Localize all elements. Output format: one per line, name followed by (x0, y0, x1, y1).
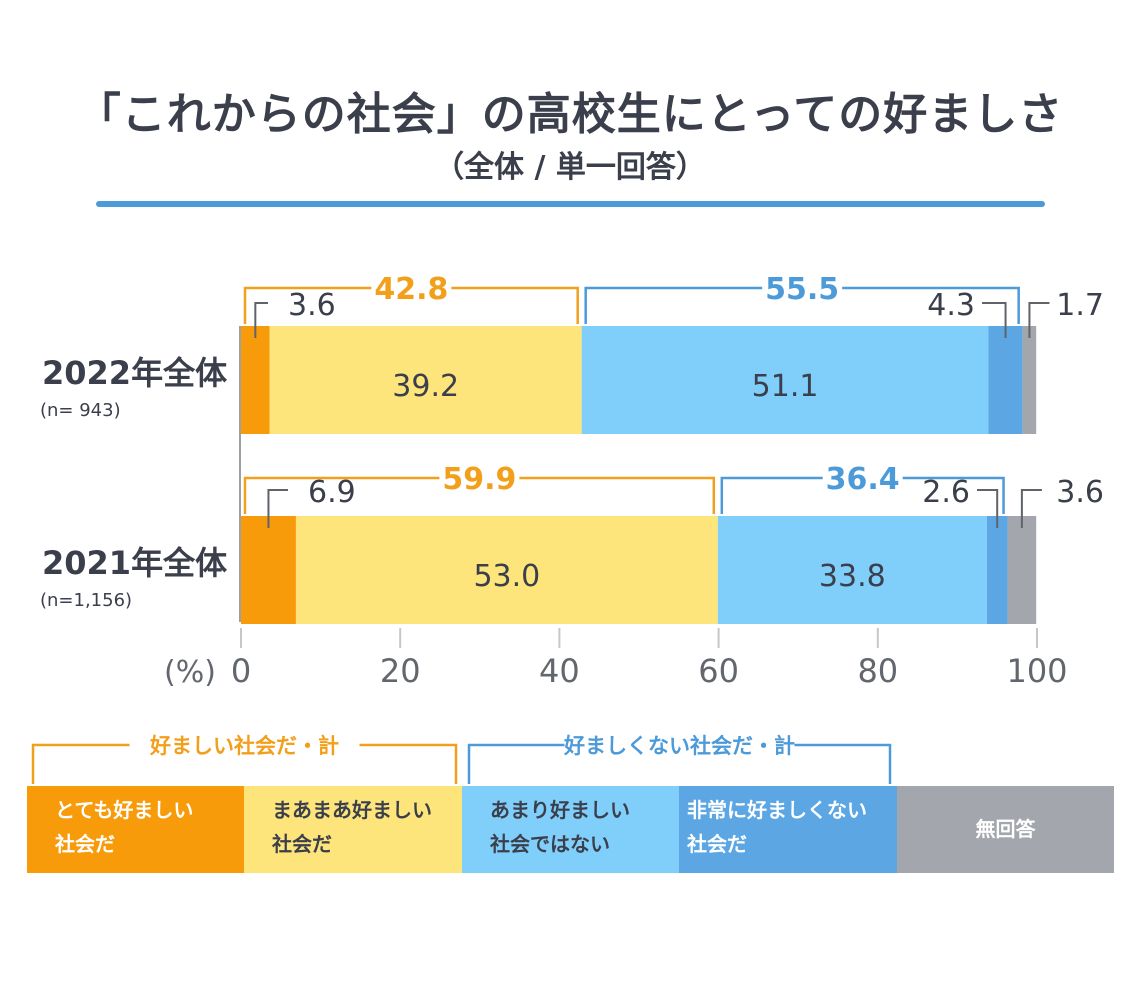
group-bracket (584, 286, 763, 324)
group-bracket (842, 286, 1020, 324)
legend-label: 無回答 (975, 817, 1036, 841)
row-label: 2022年全体 (42, 354, 227, 392)
legend-label: あまり好ましい (490, 798, 630, 822)
bar-segment (295, 516, 718, 624)
callout-leader-line (1028, 302, 1050, 338)
bar-value-label: 3.6 (288, 288, 336, 323)
bar-value-label: 33.8 (819, 559, 886, 594)
bar-value-label: 4.3 (927, 288, 975, 323)
bar-value-label: 53.0 (473, 559, 540, 594)
callout-leader-line (977, 489, 999, 528)
legend-group-label: 好ましくない社会だ・計 (563, 734, 795, 758)
row-n-label: (n= 943) (40, 400, 121, 421)
legend-label: 社会だ (272, 832, 332, 856)
bar-segment (1007, 516, 1037, 624)
legend-label: 社会だ (687, 832, 747, 856)
legend-item-very-favorable: とても好ましい 社会だ (27, 786, 244, 873)
bar-segment (988, 326, 1023, 434)
group-total-label: 59.9 (442, 462, 516, 497)
legend-label: とても好ましい (55, 798, 194, 822)
group-bracket (720, 476, 823, 514)
legend-label: 社会ではない (490, 832, 610, 856)
legend-group-bracket (794, 743, 892, 784)
legend-label: 社会だ (55, 832, 115, 856)
callout-leader-line (267, 489, 288, 528)
bar-segment (581, 326, 989, 434)
group-bracket (243, 286, 372, 324)
callout-leader-line (982, 302, 1007, 338)
x-tick-label: 20 (380, 652, 421, 690)
bar-segment (717, 516, 987, 624)
callout-leader-line (254, 302, 268, 338)
legend-label: まあまあ好ましい (272, 798, 432, 822)
legend-item-very-unfavorable: 非常に好ましくない 社会だ (679, 786, 897, 873)
bar-value-label: 3.6 (1056, 475, 1104, 510)
legend-group-bracket (467, 743, 565, 784)
group-bracket (243, 476, 440, 514)
bar-segment (241, 326, 270, 434)
bar-segment (986, 516, 1008, 624)
row-n-label: (n=1,156) (40, 590, 132, 611)
group-total-label: 55.5 (765, 272, 839, 307)
legend-item-not-very-favorable: あまり好ましい 社会ではない (462, 786, 679, 873)
bar-value-label: 2.6 (922, 475, 970, 510)
legend-group-label: 好ましい社会だ・計 (149, 734, 339, 758)
group-bracket (519, 476, 716, 514)
group-total-label: 42.8 (374, 272, 448, 307)
x-tick-label: 80 (857, 652, 898, 690)
row-label: 2021年全体 (42, 544, 227, 582)
group-bracket (451, 286, 579, 324)
legend-label: 非常に好ましくない (687, 798, 867, 822)
bar-value-label: 51.1 (752, 369, 819, 404)
x-tick-label: 100 (1006, 652, 1067, 690)
x-tick-label: 0 (231, 652, 251, 690)
chart-title: 「これからの社会」の高校生にとっての好ましさ (76, 89, 1064, 140)
x-tick-label: 60 (698, 652, 739, 690)
group-bracket (902, 476, 1005, 514)
chart-subtitle: （全体 / 単一回答） (434, 150, 706, 185)
callout-leader-line (1020, 489, 1042, 528)
bar-value-label: 6.9 (308, 475, 356, 510)
bar-segment (1022, 326, 1037, 434)
bar-value-label: 39.2 (392, 369, 459, 404)
legend-item-no-answer: 無回答 (897, 786, 1114, 873)
group-total-label: 36.4 (826, 462, 900, 497)
bar-value-label: 1.7 (1056, 288, 1104, 323)
title-divider (96, 201, 1045, 207)
unit-label: (%) (164, 655, 216, 690)
bar-segment (241, 516, 296, 624)
legend-item-somewhat-favorable: まあまあ好ましい 社会だ (244, 786, 462, 873)
bar-segment (269, 326, 582, 434)
x-tick-label: 40 (539, 652, 580, 690)
legend-group-bracket (31, 743, 130, 784)
legend-group-bracket (359, 743, 458, 784)
